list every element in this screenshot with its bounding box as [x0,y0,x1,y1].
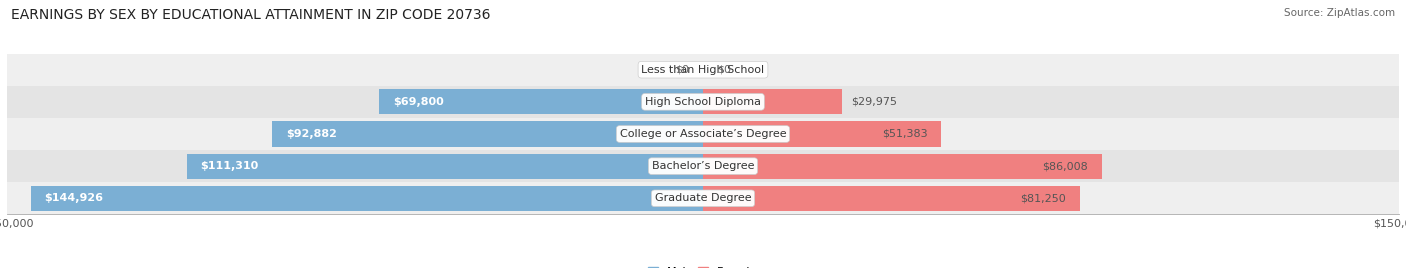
Text: $0: $0 [675,65,689,75]
Bar [703,89,842,114]
Bar [7,150,1399,182]
Text: $0: $0 [717,65,731,75]
Text: EARNINGS BY SEX BY EDUCATIONAL ATTAINMENT IN ZIP CODE 20736: EARNINGS BY SEX BY EDUCATIONAL ATTAINMEN… [11,8,491,22]
Text: College or Associate’s Degree: College or Associate’s Degree [620,129,786,139]
Text: Source: ZipAtlas.com: Source: ZipAtlas.com [1284,8,1395,18]
Bar [703,186,1080,211]
Text: Bachelor’s Degree: Bachelor’s Degree [652,161,754,171]
Bar [31,186,703,211]
Text: $69,800: $69,800 [394,97,444,107]
Bar [703,154,1102,179]
Bar [187,154,703,179]
Text: $29,975: $29,975 [852,97,897,107]
Text: $81,250: $81,250 [1021,193,1066,203]
Text: Graduate Degree: Graduate Degree [655,193,751,203]
Bar [703,121,942,147]
Text: Less than High School: Less than High School [641,65,765,75]
Bar [7,86,1399,118]
Legend: Male, Female: Male, Female [644,262,762,268]
Bar [7,118,1399,150]
Text: $92,882: $92,882 [285,129,337,139]
Bar [271,121,703,147]
Text: High School Diploma: High School Diploma [645,97,761,107]
Bar [380,89,703,114]
Text: $86,008: $86,008 [1042,161,1088,171]
Bar [7,54,1399,86]
Text: $144,926: $144,926 [45,193,104,203]
Bar [7,182,1399,214]
Text: $111,310: $111,310 [201,161,259,171]
Text: $51,383: $51,383 [882,129,928,139]
